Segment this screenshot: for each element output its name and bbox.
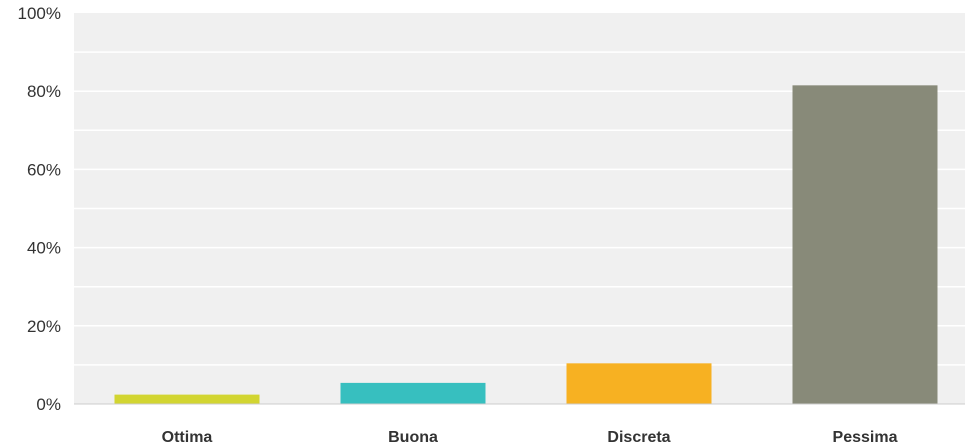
bar-ottima[interactable]: [114, 394, 260, 404]
x-category-label: Buona: [388, 429, 438, 446]
bars: [114, 85, 938, 405]
y-tick-label: 20%: [27, 317, 61, 336]
y-tick-label: 0%: [36, 395, 61, 414]
bar-buona[interactable]: [340, 382, 486, 404]
y-axis-ticks: 0% 20% 40% 60% 80% 100%: [18, 4, 61, 414]
y-tick-label: 100%: [18, 4, 61, 23]
y-tick-label: 80%: [27, 82, 61, 101]
bar-discreta[interactable]: [566, 363, 712, 404]
x-axis-labels: Ottima Buona Discreta Pessima: [162, 429, 898, 446]
y-tick-label: 60%: [27, 160, 61, 179]
x-category-label: Pessima: [833, 429, 898, 446]
y-tick-label: 40%: [27, 239, 61, 258]
bar-pessima[interactable]: [792, 85, 938, 405]
x-category-label: Discreta: [607, 429, 670, 446]
x-category-label: Ottima: [162, 429, 213, 446]
